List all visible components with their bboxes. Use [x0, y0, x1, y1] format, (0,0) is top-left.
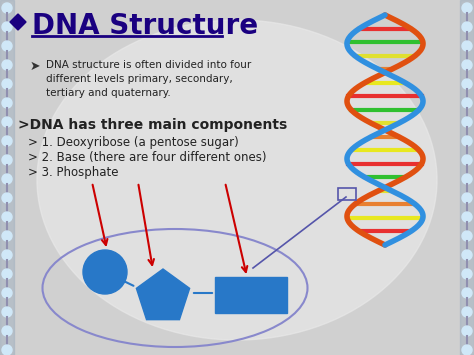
Bar	[0, 0, 14, 355]
Text: ➤: ➤	[30, 60, 40, 73]
Circle shape	[2, 212, 12, 222]
Circle shape	[462, 326, 472, 336]
Bar	[215, 277, 287, 313]
Circle shape	[462, 193, 472, 203]
Circle shape	[2, 307, 12, 317]
Circle shape	[462, 3, 472, 13]
Text: > 1. Deoxyribose (a pentose sugar): > 1. Deoxyribose (a pentose sugar)	[28, 136, 239, 149]
Circle shape	[462, 22, 472, 32]
Circle shape	[83, 250, 127, 294]
Circle shape	[2, 41, 12, 51]
Text: > 3. Phosphate: > 3. Phosphate	[28, 166, 118, 179]
Bar	[460, 0, 474, 355]
Circle shape	[2, 155, 12, 165]
Circle shape	[462, 98, 472, 108]
Circle shape	[2, 117, 12, 127]
Circle shape	[462, 79, 472, 89]
Circle shape	[2, 3, 12, 13]
Text: >DNA has three main components: >DNA has three main components	[18, 118, 287, 132]
Text: DNA structure is often divided into four
different levels primary, secondary,
te: DNA structure is often divided into four…	[46, 60, 251, 98]
Circle shape	[462, 269, 472, 279]
Circle shape	[2, 136, 12, 146]
Circle shape	[2, 79, 12, 89]
Polygon shape	[137, 269, 190, 320]
Circle shape	[462, 60, 472, 70]
Circle shape	[2, 174, 12, 184]
Circle shape	[462, 136, 472, 146]
Polygon shape	[10, 14, 26, 30]
Text: DNA Structure: DNA Structure	[32, 12, 258, 40]
Circle shape	[2, 269, 12, 279]
Circle shape	[462, 155, 472, 165]
Circle shape	[462, 307, 472, 317]
Circle shape	[2, 193, 12, 203]
Circle shape	[462, 41, 472, 51]
Circle shape	[462, 250, 472, 260]
Circle shape	[2, 345, 12, 355]
Text: > 2. Base (there are four different ones): > 2. Base (there are four different ones…	[28, 151, 266, 164]
Circle shape	[2, 250, 12, 260]
Circle shape	[2, 326, 12, 336]
Ellipse shape	[37, 20, 437, 340]
Circle shape	[462, 117, 472, 127]
Circle shape	[462, 345, 472, 355]
Bar	[338, 188, 356, 200]
Circle shape	[2, 60, 12, 70]
Circle shape	[462, 174, 472, 184]
Circle shape	[462, 288, 472, 298]
Circle shape	[462, 231, 472, 241]
Circle shape	[462, 212, 472, 222]
Circle shape	[2, 231, 12, 241]
Circle shape	[2, 22, 12, 32]
Circle shape	[2, 288, 12, 298]
Circle shape	[2, 98, 12, 108]
